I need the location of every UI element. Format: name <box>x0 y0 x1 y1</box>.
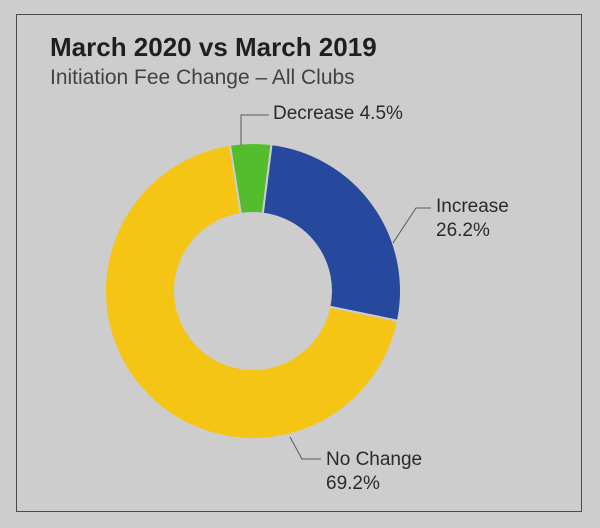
leader-no_change <box>290 437 321 459</box>
label-increase-line1: Increase <box>436 195 509 219</box>
label-increase: Increase 26.2% <box>436 195 509 243</box>
label-no-change-line1: No Change <box>326 448 422 472</box>
label-decrease-line1: Decrease 4.5% <box>273 102 403 126</box>
leader-decrease <box>241 115 269 145</box>
chart-stage: March 2020 vs March 2019 Initiation Fee … <box>0 0 600 528</box>
chart-title: March 2020 vs March 2019 <box>50 32 377 63</box>
slice-increase <box>263 144 401 321</box>
label-increase-line2: 26.2% <box>436 219 509 243</box>
leader-increase <box>393 208 431 243</box>
label-decrease: Decrease 4.5% <box>273 102 403 126</box>
chart-subtitle: Initiation Fee Change – All Clubs <box>50 66 355 90</box>
label-no-change: No Change 69.2% <box>326 448 422 496</box>
label-no-change-line2: 69.2% <box>326 472 422 496</box>
